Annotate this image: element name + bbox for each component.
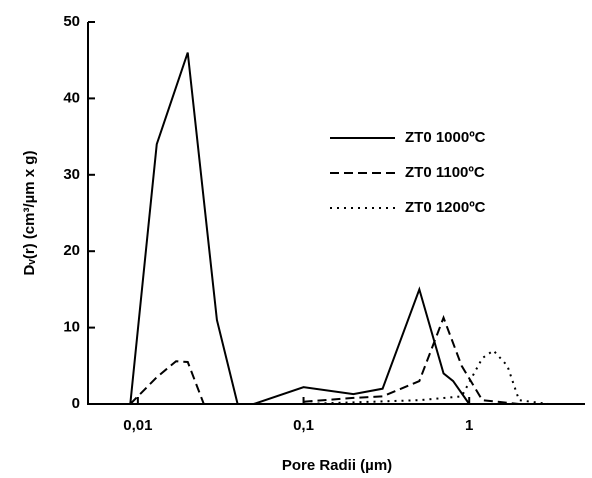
y-tick-label: 30 bbox=[63, 166, 80, 183]
axes bbox=[87, 22, 585, 405]
line-series bbox=[303, 349, 549, 405]
line-series bbox=[129, 52, 471, 405]
y-tick-label: 20 bbox=[63, 242, 80, 259]
y-tick-label: 40 bbox=[63, 89, 80, 106]
legend-label: ZT0 1200ºC bbox=[405, 199, 486, 216]
line-series bbox=[129, 314, 520, 405]
y-tick-label: 10 bbox=[63, 319, 80, 336]
legend-label: ZT0 1100ºC bbox=[405, 164, 485, 181]
y-tick-label: 0 bbox=[72, 395, 80, 412]
y-axis-label: Dᵥ(r) (cm³/µm x g) bbox=[21, 151, 38, 276]
y-tick-label: 50 bbox=[63, 13, 80, 30]
legend-label: ZT0 1000ºC bbox=[405, 129, 486, 146]
x-tick-label: 0,1 bbox=[293, 417, 314, 434]
x-tick-label: 0,01 bbox=[123, 417, 152, 434]
x-axis-label: Pore Radii (µm) bbox=[282, 457, 392, 474]
x-tick-label: 1 bbox=[465, 417, 473, 434]
